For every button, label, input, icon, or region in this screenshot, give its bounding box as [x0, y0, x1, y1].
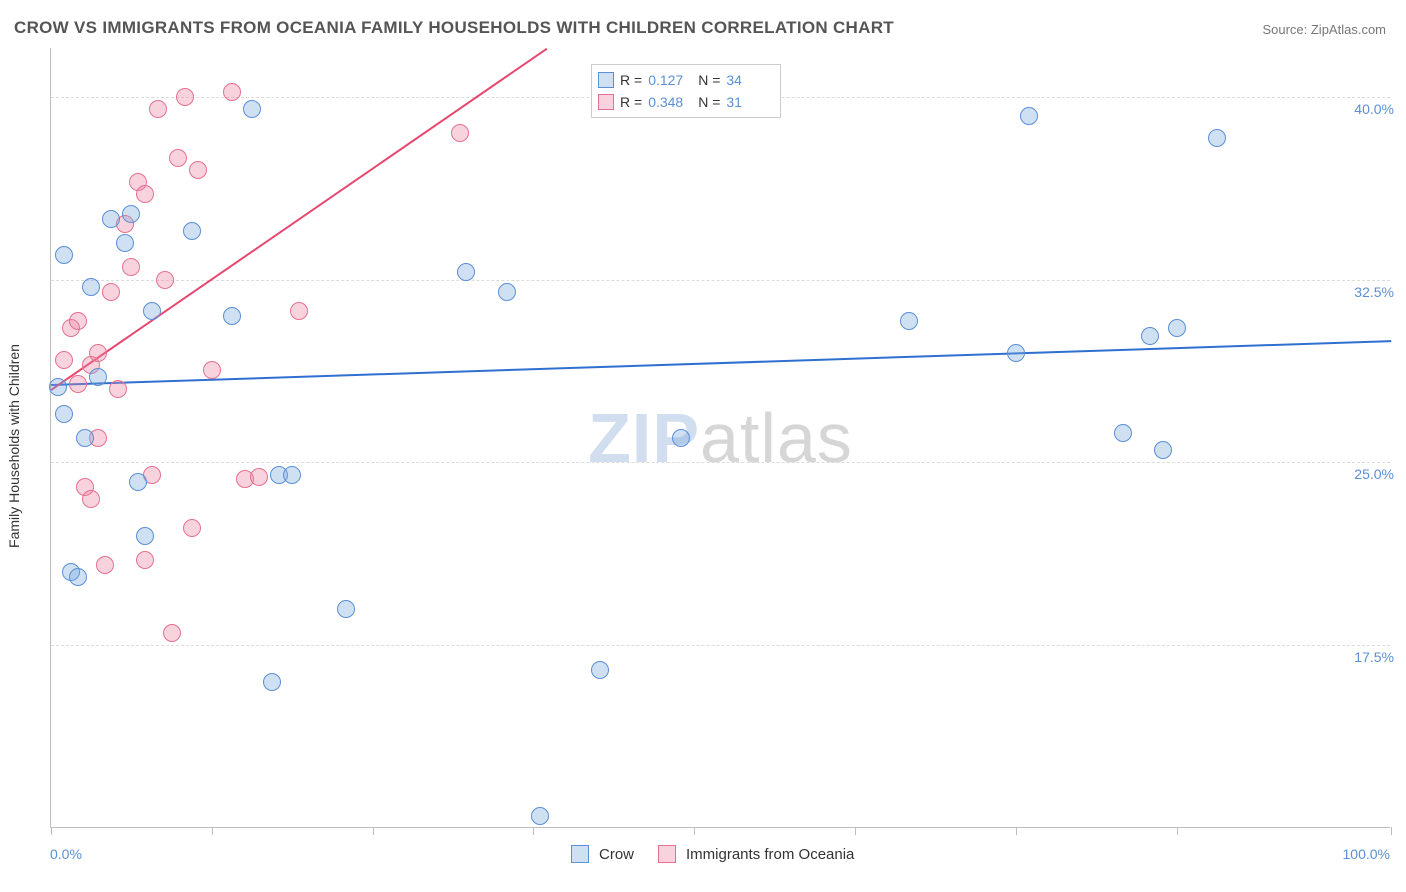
- data-point: [672, 429, 690, 447]
- data-point: [82, 490, 100, 508]
- data-point: [1141, 327, 1159, 345]
- data-point: [250, 468, 268, 486]
- x-tick: [1391, 827, 1392, 835]
- chart-title: CROW VS IMMIGRANTS FROM OCEANIA FAMILY H…: [14, 18, 894, 38]
- legend-r-label: R =: [620, 69, 642, 91]
- legend-n-value: 31: [726, 91, 770, 113]
- data-point: [89, 368, 107, 386]
- legend-r-label: R =: [620, 91, 642, 113]
- data-point: [900, 312, 918, 330]
- x-tick: [1177, 827, 1178, 835]
- data-point: [176, 88, 194, 106]
- y-tick-label: 17.5%: [1348, 649, 1394, 665]
- chart-container: CROW VS IMMIGRANTS FROM OCEANIA FAMILY H…: [0, 0, 1406, 892]
- x-tick: [855, 827, 856, 835]
- data-point: [69, 312, 87, 330]
- legend-swatch: [658, 845, 676, 863]
- data-point: [149, 100, 167, 118]
- data-point: [1168, 319, 1186, 337]
- data-point: [143, 302, 161, 320]
- data-point: [55, 351, 73, 369]
- data-point: [109, 380, 127, 398]
- data-point: [55, 246, 73, 264]
- data-point: [122, 258, 140, 276]
- source-label: Source: ZipAtlas.com: [1262, 22, 1386, 37]
- legend-n-label: N =: [698, 91, 720, 113]
- x-tick: [694, 827, 695, 835]
- data-point: [283, 466, 301, 484]
- x-axis-max-label: 100.0%: [1343, 846, 1390, 862]
- data-point: [1208, 129, 1226, 147]
- gridline: [51, 462, 1390, 463]
- data-point: [451, 124, 469, 142]
- gridline: [51, 280, 1390, 281]
- legend-series-label: Immigrants from Oceania: [686, 846, 854, 863]
- x-tick: [373, 827, 374, 835]
- data-point: [136, 185, 154, 203]
- correlation-legend: R = 0.127 N = 34 R = 0.348 N = 31: [591, 64, 781, 118]
- data-point: [591, 661, 609, 679]
- data-point: [189, 161, 207, 179]
- data-point: [169, 149, 187, 167]
- data-point: [183, 519, 201, 537]
- data-point: [1114, 424, 1132, 442]
- data-point: [96, 556, 114, 574]
- x-tick: [1016, 827, 1017, 835]
- correlation-legend-row: R = 0.348 N = 31: [598, 91, 770, 113]
- gridline: [51, 645, 1390, 646]
- data-point: [102, 210, 120, 228]
- legend-swatch: [598, 94, 614, 110]
- plot-area: ZIPatlas 17.5%25.0%32.5%40.0%R =0.127N =…: [50, 48, 1390, 828]
- x-tick: [212, 827, 213, 835]
- data-point: [223, 307, 241, 325]
- correlation-legend-row: R = 0.127 N = 34: [598, 69, 770, 91]
- data-point: [129, 473, 147, 491]
- series-legend: Crow Immigrants from Oceania: [571, 845, 868, 863]
- y-tick-label: 25.0%: [1348, 466, 1394, 482]
- legend-n-value: 34: [726, 69, 770, 91]
- x-tick: [533, 827, 534, 835]
- data-point: [263, 673, 281, 691]
- legend-series-label: Crow: [599, 846, 634, 863]
- data-point: [203, 361, 221, 379]
- trend-line: [51, 341, 1391, 387]
- data-point: [337, 600, 355, 618]
- legend-r-value: 0.348: [648, 91, 692, 113]
- watermark: ZIPatlas: [588, 398, 853, 478]
- data-point: [156, 271, 174, 289]
- y-axis-title: Family Households with Children: [6, 242, 22, 446]
- legend-swatch: [598, 72, 614, 88]
- y-tick-label: 40.0%: [1348, 101, 1394, 117]
- data-point: [1020, 107, 1038, 125]
- data-point: [136, 551, 154, 569]
- data-point: [457, 263, 475, 281]
- data-point: [290, 302, 308, 320]
- data-point: [531, 807, 549, 825]
- data-point: [1154, 441, 1172, 459]
- data-point: [55, 405, 73, 423]
- data-point: [89, 344, 107, 362]
- data-point: [223, 83, 241, 101]
- legend-n-label: N =: [698, 69, 720, 91]
- data-point: [1007, 344, 1025, 362]
- data-point: [116, 234, 134, 252]
- x-tick: [51, 827, 52, 835]
- y-tick-label: 32.5%: [1348, 284, 1394, 300]
- data-point: [82, 278, 100, 296]
- legend-r-value: 0.127: [648, 69, 692, 91]
- legend-swatch: [571, 845, 589, 863]
- data-point: [69, 375, 87, 393]
- data-point: [136, 527, 154, 545]
- data-point: [163, 624, 181, 642]
- data-point: [49, 378, 67, 396]
- data-point: [498, 283, 516, 301]
- data-point: [183, 222, 201, 240]
- x-axis-min-label: 0.0%: [50, 846, 82, 862]
- data-point: [243, 100, 261, 118]
- data-point: [122, 205, 140, 223]
- data-point: [102, 283, 120, 301]
- data-point: [69, 568, 87, 586]
- data-point: [76, 429, 94, 447]
